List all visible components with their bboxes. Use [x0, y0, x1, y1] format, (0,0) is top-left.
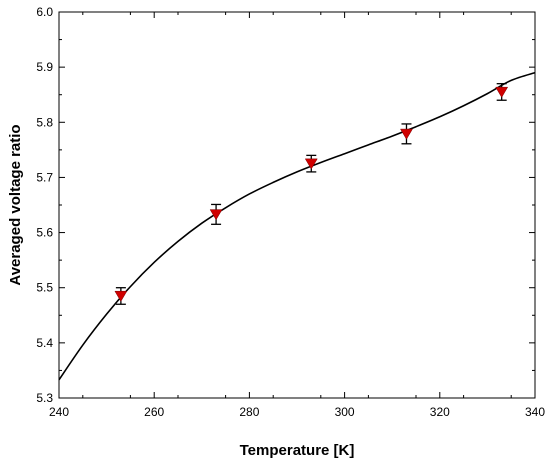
y-tick-label: 5.9 [36, 60, 53, 74]
x-tick-label: 260 [144, 405, 164, 419]
data-point [304, 154, 318, 173]
data-point [400, 123, 413, 145]
y-tick-label: 5.4 [36, 336, 53, 350]
x-tick-label: 320 [430, 405, 450, 419]
triangle-marker [304, 158, 318, 170]
y-tick-label: 6.0 [36, 5, 53, 19]
triangle-marker [209, 209, 223, 221]
y-tick-label: 5.8 [36, 115, 53, 129]
x-tick-label: 340 [525, 405, 545, 419]
x-axis-title: Temperature [K] [240, 442, 355, 459]
y-tick-label: 5.6 [36, 226, 53, 240]
y-tick-label: 5.7 [36, 170, 53, 184]
plot-area [58, 11, 536, 399]
fit-curve [58, 71, 536, 381]
data-point [495, 83, 509, 101]
data-point [114, 287, 128, 305]
y-axis: 5.3 5.4 5.5 5.6 5.7 5.8 5.9 6.0 [36, 5, 535, 405]
data-point [209, 203, 223, 225]
y-tick-label: 5.3 [36, 391, 53, 405]
x-axis: 240 260 280 300 320 340 [49, 12, 545, 419]
triangle-marker [495, 86, 509, 98]
triangle-marker [114, 290, 128, 302]
triangle-marker [400, 128, 413, 140]
y-axis-title: Averaged voltage ratio [7, 124, 24, 285]
x-tick-label: 280 [239, 405, 259, 419]
x-tick-label: 240 [49, 405, 69, 419]
y-tick-label: 5.5 [36, 281, 53, 295]
data-points [114, 83, 509, 305]
x-tick-label: 300 [335, 405, 355, 419]
